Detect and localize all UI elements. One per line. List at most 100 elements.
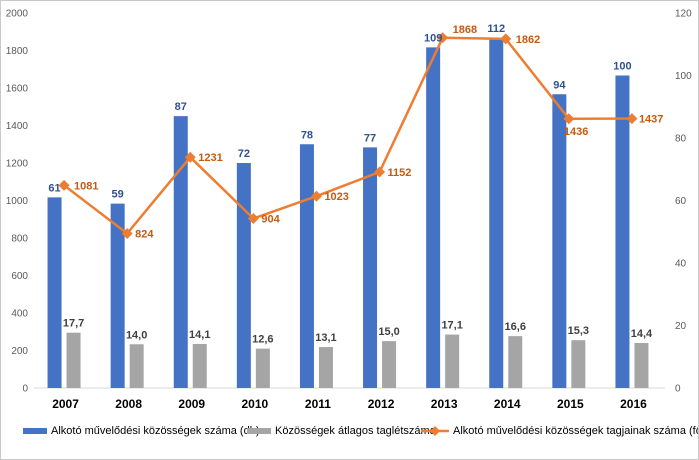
line-members-label: 1437 [639, 114, 663, 126]
line-marker-2015 [563, 113, 575, 125]
bar-communities-2010 [236, 163, 251, 388]
bar-communities-2012 [363, 147, 378, 388]
line-marker-2009 [184, 151, 196, 163]
bar-communities-label: 59 [112, 189, 124, 201]
line-marker-2011 [310, 190, 322, 202]
bar-avg-members-label: 12,6 [252, 334, 273, 346]
line-members-label: 1152 [388, 167, 412, 179]
y-right-tick-label: 0 [675, 384, 681, 395]
x-tick-label: 2007 [52, 397, 79, 411]
bar-avg-members-label: 15,3 [568, 325, 589, 337]
y-right-tick-label: 100 [675, 71, 692, 82]
bar-avg-members-label: 14,0 [126, 329, 147, 341]
legend-label-avg-members: Közösségek átlagos taglétszáma [275, 425, 437, 437]
y-left-tick-label: 2000 [6, 9, 29, 20]
bar-avg-members-label: 17,1 [441, 320, 462, 332]
bar-avg-members-label: 14,1 [189, 329, 210, 341]
legend-label-members: Alkotó művelődési közösségek tagjainak s… [453, 425, 698, 437]
x-tick-label: 2013 [431, 397, 458, 411]
bar-communities-label: 87 [175, 101, 187, 113]
legend: Alkotó művelődési közösségek száma (db) K… [23, 425, 698, 437]
legend-label-communities: Alkotó művelődési közösségek száma (db) [51, 425, 259, 437]
y-right-tick-label: 60 [675, 196, 687, 207]
line-members-label: 1436 [564, 126, 588, 138]
bar-avg-members-2016 [634, 343, 649, 388]
line-marker-2007 [58, 179, 70, 191]
bar-avg-members-2011 [318, 347, 333, 388]
line-members-label: 1081 [74, 180, 98, 192]
bar-communities-2008 [110, 203, 125, 388]
y-right-tick-label: 80 [675, 134, 687, 145]
y-left-tick-label: 0 [22, 384, 28, 395]
x-tick-label: 2008 [115, 397, 142, 411]
y-left-tick-label: 1400 [6, 121, 29, 132]
line-marker-2010 [247, 213, 259, 224]
line-members-label: 1231 [198, 152, 222, 164]
bar-communities-2009 [173, 116, 188, 388]
y-right-tick-label: 20 [675, 321, 687, 332]
bar-avg-members-2007 [66, 332, 81, 388]
bar-communities-label: 112 [487, 23, 505, 35]
line-marker-2012 [374, 166, 386, 178]
orange-line [58, 32, 638, 239]
y-left-tick-label: 800 [11, 234, 28, 245]
bar-avg-members-2008 [129, 344, 144, 388]
bar-avg-members-2009 [192, 343, 207, 388]
bar-avg-members-2013 [445, 334, 460, 388]
bar-communities-label: 77 [364, 132, 376, 144]
line-marker-2014 [500, 33, 512, 45]
line-members-label: 1023 [324, 191, 348, 203]
bar-communities-label: 72 [238, 148, 250, 160]
bar-communities-label: 78 [301, 129, 313, 141]
line-members-series [63, 36, 632, 235]
y-left-tick-label: 1600 [6, 84, 29, 95]
bar-communities-2015 [552, 94, 567, 388]
bar-communities-label: 100 [613, 61, 631, 73]
x-tick-label: 2012 [368, 397, 395, 411]
x-tick-label: 2016 [620, 397, 647, 411]
bar-avg-members-label: 17,7 [63, 318, 84, 330]
line-members-label: 824 [135, 229, 154, 241]
line-members-label: 1868 [453, 24, 477, 36]
bar-avg-members-2010 [255, 348, 270, 388]
bar-communities-2014 [489, 38, 504, 388]
y-left-tick-label: 400 [11, 309, 28, 320]
x-tick-label: 2010 [241, 397, 268, 411]
legend-swatch-avg-members [247, 428, 271, 434]
line-members-label: 1862 [516, 34, 540, 46]
bar-communities-2011 [299, 144, 314, 388]
bar-communities-2013 [426, 47, 441, 388]
legend-swatch-members-marker [430, 426, 440, 436]
x-tick-label: 2015 [557, 397, 584, 411]
y-left-tick-label: 1000 [6, 196, 29, 207]
bar-communities-2007 [47, 197, 62, 388]
line-marker-2016 [626, 113, 638, 125]
axes: 0 200 400 600 800 1000 1200 1400 1600 1800 2000 0 20… [6, 9, 692, 412]
y-left-tick-label: 1800 [6, 46, 29, 57]
y-right-tick-label: 120 [675, 9, 692, 20]
gray-bars [66, 332, 649, 388]
line-marker-2013 [437, 32, 449, 44]
x-tick-label: 2011 [305, 397, 331, 411]
bar-avg-members-2015 [571, 340, 586, 388]
y-left-tick-label: 200 [11, 346, 28, 357]
y-left-tick-label: 1200 [6, 159, 29, 170]
bar-avg-members-2012 [382, 341, 397, 388]
bar-communities-2016 [615, 75, 630, 388]
bar-avg-members-label: 15,0 [378, 326, 399, 338]
bar-communities-label: 61 [48, 182, 60, 194]
data-labels: 61 17,7 59 14,0 87 14,1 72 12,6 78 13,1 77 15,0 109 1… [48, 23, 663, 346]
bar-avg-members-label: 16,6 [505, 321, 526, 333]
bar-communities-label: 94 [553, 79, 566, 91]
y-right-tick-label: 40 [675, 259, 687, 270]
bar-communities-label: 109 [424, 32, 442, 44]
y-left-tick-label: 600 [11, 271, 28, 282]
blue-bars [47, 38, 630, 388]
bar-avg-members-2014 [508, 336, 523, 388]
line-marker-2008 [121, 228, 133, 239]
bar-avg-members-label: 14,4 [631, 328, 653, 340]
bar-avg-members-label: 13,1 [315, 332, 336, 344]
x-tick-label: 2009 [178, 397, 205, 411]
